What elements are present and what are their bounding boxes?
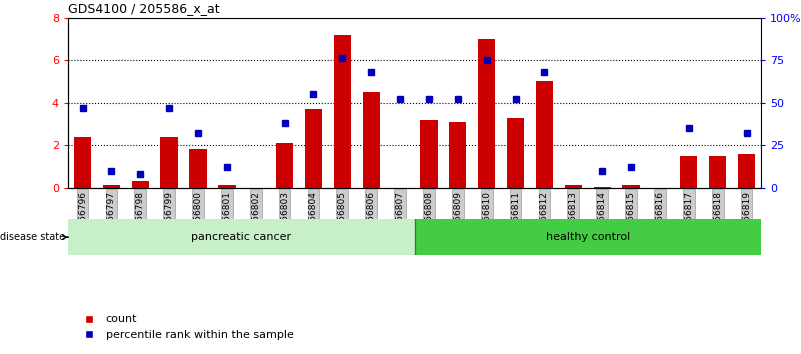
Bar: [131, 181, 149, 188]
Text: GSM356804: GSM356804: [309, 190, 318, 246]
Text: GSM356798: GSM356798: [135, 190, 145, 246]
Bar: [738, 154, 755, 188]
Text: GSM356814: GSM356814: [598, 190, 606, 246]
Text: GSM356805: GSM356805: [338, 190, 347, 246]
Text: GSM356813: GSM356813: [569, 190, 578, 246]
Bar: [421, 120, 437, 188]
Bar: [709, 156, 727, 188]
Text: GSM356809: GSM356809: [453, 190, 462, 246]
Bar: [189, 149, 207, 188]
Bar: [415, 219, 761, 255]
Text: disease state: disease state: [0, 232, 68, 242]
Text: GSM356797: GSM356797: [107, 190, 116, 246]
Bar: [305, 109, 322, 188]
Bar: [363, 92, 380, 188]
Bar: [536, 81, 553, 188]
Bar: [276, 143, 293, 188]
Text: GSM356810: GSM356810: [482, 190, 491, 246]
Bar: [74, 137, 91, 188]
Text: GSM356806: GSM356806: [367, 190, 376, 246]
Text: GSM356803: GSM356803: [280, 190, 289, 246]
Text: GDS4100 / 205586_x_at: GDS4100 / 205586_x_at: [68, 2, 219, 15]
Text: GSM356807: GSM356807: [396, 190, 405, 246]
Text: GSM356812: GSM356812: [540, 190, 549, 246]
Bar: [565, 185, 582, 188]
Text: GSM356811: GSM356811: [511, 190, 520, 246]
Bar: [68, 219, 415, 255]
Text: healthy control: healthy control: [545, 232, 630, 242]
Text: GSM356801: GSM356801: [223, 190, 231, 246]
Text: GSM356816: GSM356816: [655, 190, 664, 246]
Text: GSM356818: GSM356818: [713, 190, 723, 246]
Bar: [594, 187, 611, 188]
Bar: [218, 185, 235, 188]
Text: GSM356808: GSM356808: [425, 190, 433, 246]
Text: GSM356802: GSM356802: [252, 190, 260, 246]
Bar: [103, 185, 120, 188]
Text: GSM356815: GSM356815: [626, 190, 635, 246]
Bar: [622, 185, 640, 188]
Text: GSM356799: GSM356799: [165, 190, 174, 246]
Text: pancreatic cancer: pancreatic cancer: [191, 232, 292, 242]
Text: GSM356800: GSM356800: [194, 190, 203, 246]
Legend: count, percentile rank within the sample: count, percentile rank within the sample: [74, 310, 298, 344]
Bar: [680, 156, 698, 188]
Text: GSM356796: GSM356796: [78, 190, 87, 246]
Text: GSM356819: GSM356819: [742, 190, 751, 246]
Text: GSM356817: GSM356817: [684, 190, 694, 246]
Bar: [334, 35, 351, 188]
Bar: [160, 137, 178, 188]
Bar: [507, 118, 524, 188]
Bar: [449, 122, 466, 188]
Bar: [478, 39, 495, 188]
